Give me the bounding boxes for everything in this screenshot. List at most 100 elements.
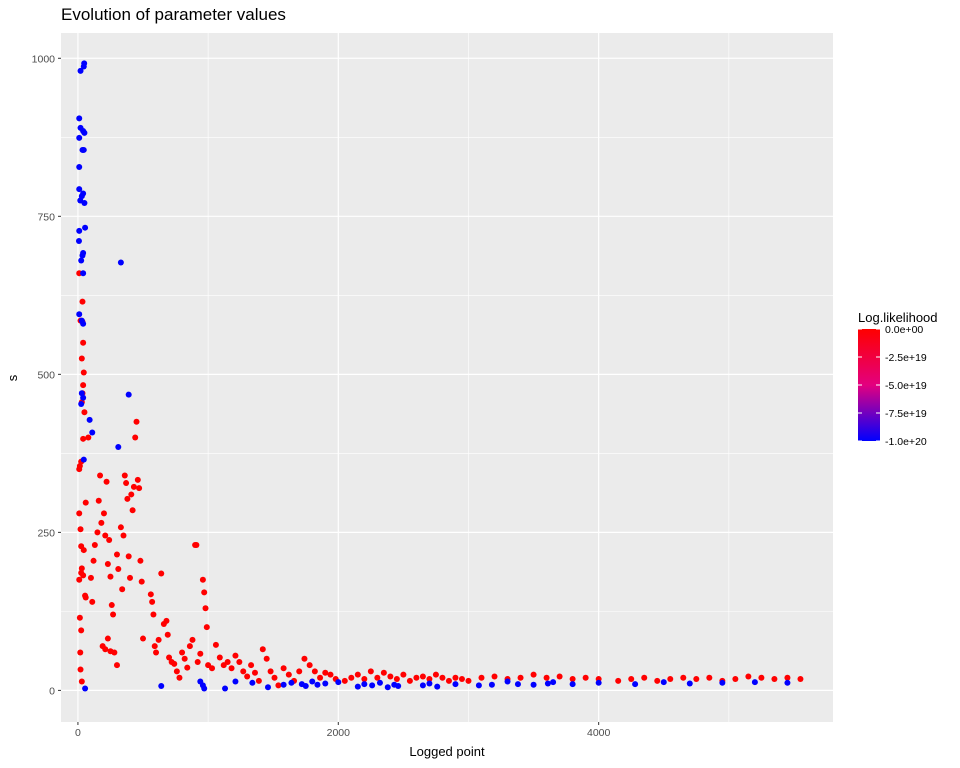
data-point xyxy=(113,662,120,669)
data-point xyxy=(86,416,93,423)
data-point xyxy=(406,677,413,684)
legend-label: -2.5e+19 xyxy=(885,352,927,364)
data-point xyxy=(82,499,89,506)
data-point xyxy=(544,680,551,687)
data-point xyxy=(376,679,383,686)
data-point xyxy=(432,671,439,678)
legend-label: 0.0e+00 xyxy=(885,324,923,336)
data-point xyxy=(94,529,101,536)
data-point xyxy=(98,519,105,526)
data-point xyxy=(81,129,88,136)
legend-label: -7.5e+19 xyxy=(885,408,927,420)
data-point xyxy=(216,654,223,661)
data-point xyxy=(117,259,124,266)
data-point xyxy=(745,673,752,680)
data-point xyxy=(80,456,87,463)
legend-label: -1.0e+20 xyxy=(885,436,927,448)
data-point xyxy=(132,434,139,441)
data-point xyxy=(543,674,550,681)
data-point xyxy=(78,401,85,408)
chart-title: Evolution of parameter values xyxy=(61,5,286,24)
data-point xyxy=(784,679,791,686)
legend-ticks: 0.0e+00 -2.5e+19 -5.0e+19 -7.5e+19 -1.0e+20 xyxy=(858,324,927,448)
data-point xyxy=(249,679,256,686)
data-point xyxy=(771,676,778,683)
y-axis-ticks: 0 250 500 750 1000 xyxy=(32,53,61,697)
data-point xyxy=(309,678,316,685)
data-point xyxy=(797,676,804,683)
data-point xyxy=(184,664,191,671)
data-point xyxy=(120,532,127,539)
data-point xyxy=(80,339,87,346)
data-point xyxy=(107,648,114,655)
y-axis-title: s xyxy=(5,374,20,381)
data-point xyxy=(632,681,639,688)
y-tick-label: 0 xyxy=(49,685,55,697)
data-point xyxy=(117,524,124,531)
data-point xyxy=(102,532,109,539)
data-point xyxy=(78,355,85,362)
data-point xyxy=(124,495,131,502)
data-point xyxy=(181,655,188,662)
data-point xyxy=(354,671,361,678)
data-point xyxy=(582,674,589,681)
data-point xyxy=(514,681,521,688)
data-point xyxy=(550,679,557,686)
data-point xyxy=(361,676,368,683)
data-point xyxy=(419,682,426,689)
data-point xyxy=(78,257,85,264)
data-point xyxy=(400,671,407,678)
data-point xyxy=(77,526,84,533)
data-point xyxy=(126,574,133,581)
data-point xyxy=(197,650,204,657)
data-point xyxy=(149,598,156,605)
data-point xyxy=(80,320,87,327)
data-point xyxy=(628,676,635,683)
data-point xyxy=(77,649,84,656)
data-point xyxy=(77,666,84,673)
data-point xyxy=(255,677,262,684)
data-point xyxy=(491,673,498,680)
data-point xyxy=(77,67,84,74)
data-point xyxy=(569,676,576,683)
data-point xyxy=(280,681,287,688)
data-point xyxy=(87,574,94,581)
data-point xyxy=(556,673,563,680)
data-point xyxy=(517,674,524,681)
data-point xyxy=(129,507,136,514)
plot-panel xyxy=(61,33,833,722)
legend-title: Log.likelihood xyxy=(858,310,938,325)
legend-colorbar xyxy=(858,329,880,441)
data-point xyxy=(140,635,147,642)
data-point xyxy=(595,679,602,686)
data-point xyxy=(445,677,452,684)
data-point xyxy=(80,435,87,442)
data-point xyxy=(150,611,157,618)
data-point xyxy=(426,680,433,687)
data-point xyxy=(236,658,243,665)
data-point xyxy=(275,682,282,689)
data-point xyxy=(176,674,183,681)
data-point xyxy=(194,658,201,665)
data-point xyxy=(80,63,87,70)
data-point xyxy=(288,679,295,686)
data-point xyxy=(212,641,219,648)
data-point xyxy=(89,598,96,605)
data-point xyxy=(133,418,140,425)
data-point xyxy=(706,674,713,681)
data-point xyxy=(97,472,104,479)
data-point xyxy=(465,677,472,684)
data-point xyxy=(615,677,622,684)
data-point xyxy=(667,676,674,683)
data-point xyxy=(374,674,381,681)
data-point xyxy=(136,485,143,492)
data-point xyxy=(199,576,206,583)
data-point xyxy=(228,665,235,672)
data-point xyxy=(164,631,171,638)
data-point xyxy=(458,676,465,683)
data-point xyxy=(504,678,511,685)
data-point xyxy=(719,679,726,686)
data-point xyxy=(348,674,355,681)
data-point xyxy=(76,164,83,171)
data-point xyxy=(78,565,85,572)
